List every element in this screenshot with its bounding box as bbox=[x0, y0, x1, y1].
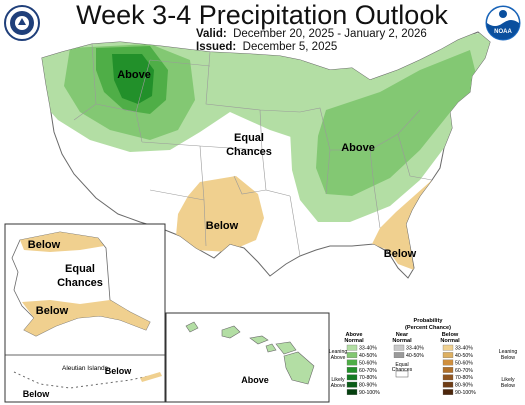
legend-near-range-0: 33-40% bbox=[406, 346, 424, 352]
legend-equal-swatch bbox=[395, 370, 409, 378]
above-40-50-east bbox=[316, 50, 480, 196]
legend-above-swatch-0 bbox=[346, 344, 358, 351]
legend-near-swatch-1 bbox=[393, 352, 405, 358]
legend-near-range-1: 40-50% bbox=[406, 353, 424, 359]
issued-label: Issued: bbox=[196, 41, 237, 53]
valid-label: Valid: bbox=[196, 28, 227, 40]
legend-above-header-1: Above bbox=[345, 332, 362, 338]
label-alaska-below-north: Below bbox=[28, 239, 61, 251]
label-aleutian-below-right: Below bbox=[105, 366, 133, 376]
legend-below-header-2: Normal bbox=[440, 338, 460, 344]
legend-likely-below-2: Below bbox=[501, 383, 515, 389]
legend-below-swatch-6 bbox=[442, 389, 454, 395]
legend-near-swatches: 33-40%40-50% bbox=[393, 344, 424, 359]
legend-below-header-1: Below bbox=[442, 332, 459, 338]
doc-seal-icon bbox=[4, 5, 40, 41]
legend-above-range-5: 80-90% bbox=[359, 383, 377, 389]
alaska-below-north bbox=[20, 232, 104, 252]
alaska-below-south bbox=[22, 300, 150, 336]
legend-above-range-0: 33-40% bbox=[359, 346, 377, 352]
legend-below-swatch-4 bbox=[442, 374, 454, 381]
legend-below-swatch-0 bbox=[442, 344, 454, 351]
valid-dates: Valid: December 20, 2025 - January 2, 20… bbox=[196, 28, 427, 40]
label-aleutian-below-left: Below bbox=[23, 389, 51, 399]
legend-above-swatch-3 bbox=[346, 367, 358, 373]
legend-above-range-2: 50-60% bbox=[359, 360, 377, 366]
legend-below-range-2: 50-60% bbox=[455, 360, 473, 366]
legend-leaning-above-1: Leaning bbox=[329, 349, 348, 355]
legend-below-range-6: 90-100% bbox=[455, 390, 476, 396]
label-equal-chances-2: Chances bbox=[226, 146, 272, 158]
valid-value: December 20, 2025 - January 2, 2026 bbox=[233, 28, 427, 40]
legend-leaning-below-1: Leaning bbox=[499, 349, 518, 355]
legend-near-swatch-0 bbox=[393, 344, 405, 351]
label-alaska-below-south: Below bbox=[36, 305, 69, 317]
legend-below-range-4: 70-80% bbox=[455, 375, 473, 381]
legend-below-range-0: 33-40% bbox=[455, 346, 473, 352]
legend-above-swatch-4 bbox=[346, 374, 358, 381]
legend-likely-below-1: Likely bbox=[501, 377, 515, 383]
legend-above-swatch-2 bbox=[346, 359, 358, 366]
label-alaska-equal-1: Equal bbox=[65, 263, 95, 275]
below-33-40-sw bbox=[176, 176, 264, 252]
legend-likely-above-2: Above bbox=[331, 383, 346, 389]
label-below-southeast: Below bbox=[384, 248, 417, 260]
legend-above-range-3: 60-70% bbox=[359, 368, 377, 374]
label-hawaii-above: Above bbox=[241, 375, 269, 385]
legend-below-swatch-3 bbox=[442, 367, 454, 373]
legend-equal-2: Chances bbox=[392, 367, 413, 373]
legend-above-swatch-6 bbox=[346, 389, 358, 395]
legend-above-swatches: 33-40%40-50%50-60% 60-70%70-80% 80-90%90-1… bbox=[346, 344, 380, 396]
legend-near-header-2: Normal bbox=[392, 338, 412, 344]
above-60-70-nw bbox=[112, 54, 154, 104]
legend-above-range-6: 90-100% bbox=[359, 390, 380, 396]
label-below-southwest: Below bbox=[206, 220, 239, 232]
legend-above-range-1: 40-50% bbox=[359, 353, 377, 359]
legend-below-swatches: 33-40%40-50%50-60% 60-70%70-80% 80-90%90-1… bbox=[442, 344, 476, 396]
label-alaska-equal-2: Chances bbox=[57, 277, 103, 289]
legend-title-2: (Percent Chance) bbox=[405, 325, 451, 331]
legend-below-range-1: 40-50% bbox=[455, 353, 473, 359]
legend-leaning-above-2: Above bbox=[331, 355, 346, 361]
legend-above-swatch-1 bbox=[346, 352, 358, 358]
state-borders bbox=[73, 43, 433, 257]
noaa-logo-text: NOAA bbox=[494, 29, 512, 35]
legend-above-swatch-5 bbox=[346, 381, 358, 388]
legend-below-swatch-1 bbox=[442, 352, 454, 358]
legend-likely-above-1: Likely bbox=[331, 377, 345, 383]
label-above-midwest: Above bbox=[341, 142, 375, 154]
issued-date: Issued: December 5, 2025 bbox=[196, 41, 337, 53]
label-equal-chances-1: Equal bbox=[234, 132, 264, 144]
legend-near-header-1: Near bbox=[396, 332, 409, 338]
legend-below-range-5: 80-90% bbox=[455, 383, 473, 389]
hawaii-islands bbox=[185, 321, 315, 385]
legend-leaning-below-2: Below bbox=[501, 355, 515, 361]
legend-above-header-2: Normal bbox=[344, 338, 364, 344]
legend-below-range-3: 60-70% bbox=[455, 368, 473, 374]
legend-below-swatch-5 bbox=[442, 381, 454, 388]
legend-title-1: Probability bbox=[414, 318, 444, 324]
legend-equal-1: Equal bbox=[395, 362, 408, 368]
issued-value: December 5, 2025 bbox=[242, 41, 338, 53]
label-aleutian-islands: Aleutian Islands bbox=[62, 365, 109, 372]
legend-below-swatch-2 bbox=[442, 359, 454, 366]
aleutian-below-east bbox=[140, 372, 162, 382]
noaa-logo-icon: NOAA bbox=[485, 5, 521, 41]
page-title: Week 3-4 Precipitation Outlook bbox=[76, 0, 448, 30]
legend: Probability (Percent Chance) Above Norma… bbox=[329, 318, 518, 396]
legend-above-range-4: 70-80% bbox=[359, 375, 377, 381]
label-above-northwest: Above bbox=[117, 69, 151, 81]
